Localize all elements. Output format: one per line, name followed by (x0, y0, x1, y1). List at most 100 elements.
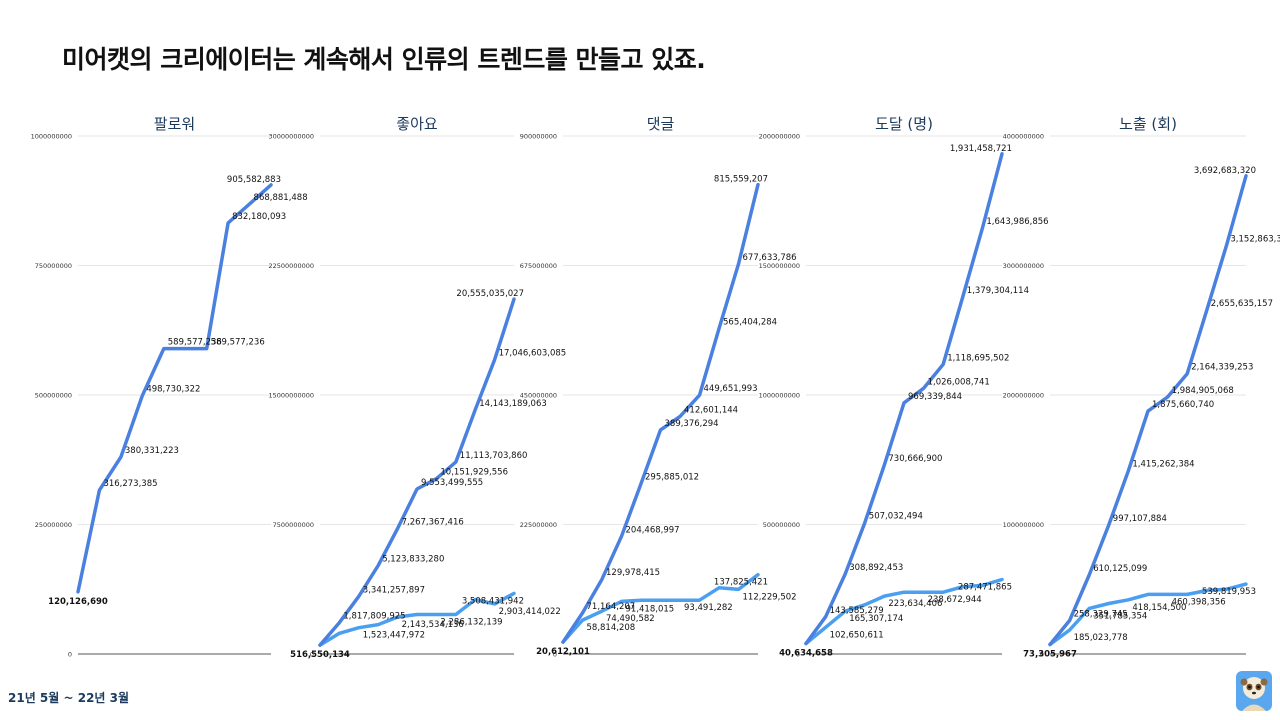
data-label: 204,468,997 (626, 525, 680, 535)
data-label: 610,125,099 (1093, 564, 1147, 574)
data-label: 137,825,421 (714, 578, 768, 588)
data-label: 11,113,703,860 (460, 451, 528, 461)
series-line-secondary (1048, 582, 1248, 647)
page-title: 미어캣의 크리에이터는 계속해서 인류의 트렌드를 만들고 있죠. (62, 45, 706, 74)
series-line-main (318, 297, 516, 647)
y-tick-label: 0 (310, 651, 314, 659)
data-label: 9,553,499,555 (421, 478, 483, 488)
data-label: 3,508,431,942 (462, 596, 524, 606)
y-tick-label: 3000000000 (1003, 262, 1044, 270)
data-label: 14,143,189,063 (479, 399, 547, 409)
y-tick-label: 0 (796, 651, 800, 659)
y-tick-label: 22500000000 (269, 262, 315, 270)
y-tick-label: 4000000000 (1003, 133, 1044, 141)
y-tick-label: 1000000000 (759, 392, 800, 400)
chart-title: 팔로워 (154, 115, 195, 133)
data-label: 351,785,354 (1093, 611, 1147, 621)
y-tick-label: 2000000000 (1003, 392, 1044, 400)
meerkat-logo-icon (1236, 671, 1272, 711)
data-label: 143,585,279 (830, 606, 884, 616)
data-label: 58,814,208 (587, 623, 636, 633)
series-line-main (76, 183, 273, 594)
data-label: 565,404,284 (723, 318, 777, 328)
y-tick-label: 2000000000 (759, 133, 800, 141)
y-tick-label: 1000000000 (31, 133, 72, 141)
data-label: 40,634,658 (779, 648, 833, 658)
data-label: 1,931,458,721 (950, 144, 1012, 154)
data-label: 102,650,611 (830, 630, 884, 640)
series-line-main (561, 182, 760, 644)
y-tick-label: 500000000 (35, 392, 72, 400)
data-label: 223,634,406 (888, 599, 942, 609)
data-label: 71,164,207 (587, 602, 636, 612)
data-label: 165,307,174 (849, 614, 903, 624)
data-label: 308,892,453 (849, 563, 903, 573)
data-label: 3,692,683,320 (1194, 166, 1256, 176)
data-label: 2,164,339,253 (1191, 363, 1253, 373)
y-tick-label: 675000000 (520, 262, 557, 270)
data-label: 7,267,367,416 (402, 518, 464, 528)
y-tick-label: 7500000000 (273, 521, 314, 529)
y-tick-label: 1000000000 (1003, 521, 1044, 529)
data-label: 969,339,844 (908, 392, 962, 402)
y-tick-label: 1500000000 (759, 262, 800, 270)
data-label: 2,286,132,139 (440, 618, 502, 628)
data-label: 507,032,494 (869, 512, 923, 522)
data-label: 677,633,786 (743, 253, 797, 263)
data-label: 287,471,865 (958, 583, 1012, 593)
data-label: 412,601,144 (684, 406, 738, 416)
data-label: 1,817,809,925 (343, 612, 405, 622)
y-tick-label: 250000000 (35, 521, 72, 529)
data-label: 1,415,262,384 (1132, 460, 1194, 470)
data-label: 868,881,488 (254, 193, 308, 203)
y-tick-label: 0 (68, 651, 72, 659)
data-label: 93,491,282 (684, 603, 733, 613)
data-label: 17,046,603,085 (499, 349, 567, 359)
y-tick-label: 450000000 (520, 392, 557, 400)
data-label: 389,376,294 (665, 419, 719, 429)
data-label: 258,329,745 (1074, 610, 1128, 620)
data-label: 418,154,500 (1132, 603, 1186, 613)
data-label: 20,612,101 (536, 647, 590, 657)
data-label: 1,379,304,114 (967, 286, 1029, 296)
series-line-main (1048, 174, 1248, 647)
y-tick-label: 500000000 (763, 521, 800, 529)
data-label: 2,903,414,022 (499, 607, 561, 617)
date-range-footer: 21년 5월 ~ 22년 3월 (8, 691, 130, 705)
data-label: 2,143,534,136 (402, 620, 464, 630)
data-label: 1,523,447,972 (363, 631, 425, 641)
y-tick-label: 15000000000 (269, 392, 315, 400)
data-label: 2,655,635,157 (1211, 299, 1273, 309)
data-label: 3,152,863,367 (1230, 235, 1280, 245)
data-label: 516,550,134 (290, 650, 350, 660)
data-label: 112,229,502 (743, 592, 797, 602)
data-label: 316,273,385 (103, 479, 157, 489)
data-label: 815,559,207 (714, 175, 768, 185)
data-label: 997,107,884 (1113, 514, 1167, 524)
data-label: 905,582,883 (227, 175, 281, 185)
data-label: 380,331,223 (125, 446, 179, 456)
data-label: 3,341,257,897 (363, 585, 425, 595)
series-line-secondary (561, 572, 760, 644)
series-line-main (804, 152, 1004, 646)
data-label: 20,555,035,027 (456, 289, 524, 299)
y-tick-label: 0 (1040, 651, 1044, 659)
data-label: 589,577,236 (168, 338, 222, 348)
data-label: 1,118,695,502 (947, 353, 1009, 363)
data-label: 498,730,322 (146, 385, 200, 395)
y-tick-label: 225000000 (520, 521, 557, 529)
chart-title: 좋아요 (396, 115, 438, 133)
data-label: 10,151,929,556 (440, 468, 508, 478)
data-label: 1,026,008,741 (928, 377, 990, 387)
data-label: 1,875,660,740 (1152, 400, 1214, 410)
data-label: 295,885,012 (645, 473, 699, 483)
data-label: 460,398,356 (1172, 597, 1226, 607)
data-label: 832,180,093 (232, 212, 286, 222)
y-tick-label: 900000000 (520, 133, 557, 141)
data-label: 539,819,953 (1202, 587, 1256, 597)
data-label: 449,651,993 (704, 384, 758, 394)
data-label: 238,672,944 (928, 595, 982, 605)
y-tick-label: 30000000000 (269, 133, 315, 141)
data-label: 5,123,833,280 (382, 555, 444, 565)
